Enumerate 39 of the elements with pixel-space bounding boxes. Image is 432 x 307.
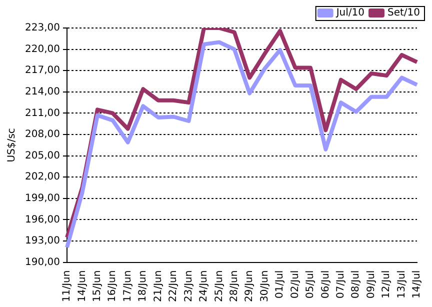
y-tick-label: 190,00 bbox=[24, 256, 60, 268]
x-tick-label: 17/Jun bbox=[122, 270, 134, 302]
y-tick-label: 202,00 bbox=[24, 172, 60, 183]
x-tick-label: 23/Jun bbox=[183, 270, 194, 302]
x-tick-label: 09/Jul bbox=[366, 270, 377, 298]
x-tick-label: 24/Jun bbox=[198, 270, 210, 302]
y-tick-label: 223,00 bbox=[24, 22, 60, 34]
y-tick-label: 193,00 bbox=[24, 236, 60, 247]
x-tick-label: 30/Jun bbox=[259, 270, 270, 302]
y-tick-label: 220,00 bbox=[24, 44, 60, 55]
x-tick-label: 08/Jul bbox=[350, 270, 362, 298]
x-tick-label: 14/Jul bbox=[412, 270, 423, 298]
x-tick-label: 15/Jun bbox=[92, 270, 104, 302]
x-tick-label: 14/Jun bbox=[76, 270, 88, 302]
x-tick-label: 13/Jul bbox=[396, 270, 408, 298]
x-tick-label: 29/Jun bbox=[244, 270, 256, 302]
y-tick-label: 211,00 bbox=[24, 108, 60, 119]
y-tick-label: 208,00 bbox=[24, 129, 60, 140]
x-tick-label: 12/Jul bbox=[381, 270, 392, 298]
x-tick-label: 07/Jul bbox=[336, 270, 347, 298]
x-tick-label: 18/Jun bbox=[138, 270, 149, 302]
x-tick-label: 11/Jun bbox=[62, 270, 73, 302]
y-axis-title: US$/sc bbox=[6, 128, 18, 162]
x-tick-label: 21/Jun bbox=[152, 270, 164, 302]
x-tick-label: 06/Jul bbox=[320, 270, 332, 298]
y-tick-label: 214,00 bbox=[24, 86, 60, 98]
x-tick-label: 28/Jun bbox=[228, 270, 240, 302]
x-tick-label: 22/Jun bbox=[168, 270, 180, 302]
y-tick-label: 205,00 bbox=[24, 150, 60, 162]
legend-label: Set/10 bbox=[387, 8, 420, 19]
y-tick-label: 196,00 bbox=[24, 214, 60, 226]
legend-label: Jul/10 bbox=[335, 8, 364, 19]
y-tick-label: 217,00 bbox=[24, 65, 60, 76]
x-tick-label: 25/Jun bbox=[214, 270, 225, 302]
x-tick-label: 16/Jun bbox=[107, 270, 118, 302]
x-tick-label: 05/Jul bbox=[305, 270, 316, 298]
x-tick-label: 02/Jul bbox=[290, 270, 301, 298]
y-tick-label: 199,00 bbox=[24, 192, 60, 204]
x-tick-label: 01/Jul bbox=[274, 270, 286, 298]
